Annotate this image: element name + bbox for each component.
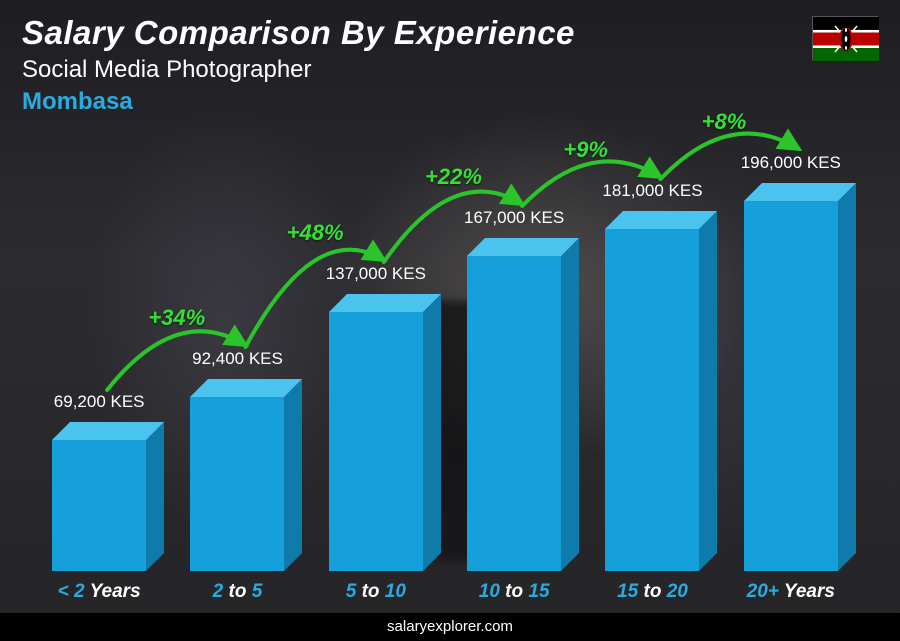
bar-front bbox=[190, 397, 284, 571]
bar-chart: 69,200 KES< 2 Years92,400 KES2 to 5137,0… bbox=[30, 130, 860, 571]
page-title: Salary Comparison By Experience bbox=[22, 14, 575, 52]
bar-category-label: 20+ Years bbox=[747, 581, 835, 603]
chart-container: Salary Comparison By Experience Social M… bbox=[0, 0, 900, 641]
bar: 92,400 KES bbox=[190, 397, 284, 571]
bar-category-label: 2 to 5 bbox=[213, 581, 263, 603]
subtitle: Social Media Photographer bbox=[22, 56, 575, 84]
bar-front bbox=[52, 440, 146, 571]
bar-slot: 167,000 KES10 to 15 bbox=[445, 130, 583, 571]
bar-slot: 137,000 KES5 to 10 bbox=[307, 130, 445, 571]
pct-change-label: +9% bbox=[563, 137, 608, 163]
bar-side bbox=[284, 379, 302, 571]
bar-front bbox=[329, 312, 423, 571]
bar-side bbox=[146, 422, 164, 571]
bar-top bbox=[329, 294, 441, 312]
bar: 137,000 KES bbox=[329, 312, 423, 571]
title-block: Salary Comparison By Experience Social M… bbox=[22, 14, 575, 116]
bar-slot: 196,000 KES20+ Years bbox=[722, 130, 860, 571]
bar-value-label: 196,000 KES bbox=[741, 153, 841, 173]
bar-value-label: 92,400 KES bbox=[192, 349, 283, 369]
bar-front bbox=[467, 256, 561, 571]
bar: 167,000 KES bbox=[467, 256, 561, 571]
bar-value-label: 137,000 KES bbox=[326, 264, 426, 284]
bar-value-label: 181,000 KES bbox=[602, 181, 702, 201]
bar-side bbox=[561, 238, 579, 571]
pct-change-label: +22% bbox=[425, 164, 482, 190]
bar-slot: 181,000 KES15 to 20 bbox=[583, 130, 721, 571]
footer-credit: salaryexplorer.com bbox=[0, 613, 900, 641]
bar-category-label: 10 to 15 bbox=[479, 581, 550, 603]
bar: 196,000 KES bbox=[744, 201, 838, 571]
bar-side bbox=[838, 183, 856, 571]
bar-value-label: 167,000 KES bbox=[464, 208, 564, 228]
bar-front bbox=[605, 229, 699, 571]
bar-slot: 92,400 KES2 to 5 bbox=[168, 130, 306, 571]
bar-side bbox=[699, 211, 717, 571]
bar-front bbox=[744, 201, 838, 571]
bar-top bbox=[467, 238, 579, 256]
bar-top bbox=[52, 422, 164, 440]
kenya-flag-icon bbox=[812, 16, 878, 60]
bar-top bbox=[744, 183, 856, 201]
pct-change-label: +34% bbox=[148, 305, 205, 331]
bar-value-label: 69,200 KES bbox=[54, 392, 145, 412]
bar-top bbox=[605, 211, 717, 229]
bar-top bbox=[190, 379, 302, 397]
bar-category-label: 5 to 10 bbox=[346, 581, 406, 603]
bar-category-label: 15 to 20 bbox=[617, 581, 688, 603]
bar-category-label: < 2 Years bbox=[58, 581, 141, 603]
bar-side bbox=[423, 294, 441, 571]
bar-slot: 69,200 KES< 2 Years bbox=[30, 130, 168, 571]
bars-row: 69,200 KES< 2 Years92,400 KES2 to 5137,0… bbox=[30, 130, 860, 571]
location-label: Mombasa bbox=[22, 88, 575, 116]
bar: 181,000 KES bbox=[605, 229, 699, 571]
bar: 69,200 KES bbox=[52, 440, 146, 571]
pct-change-label: +48% bbox=[287, 220, 344, 246]
pct-change-label: +8% bbox=[702, 109, 747, 135]
